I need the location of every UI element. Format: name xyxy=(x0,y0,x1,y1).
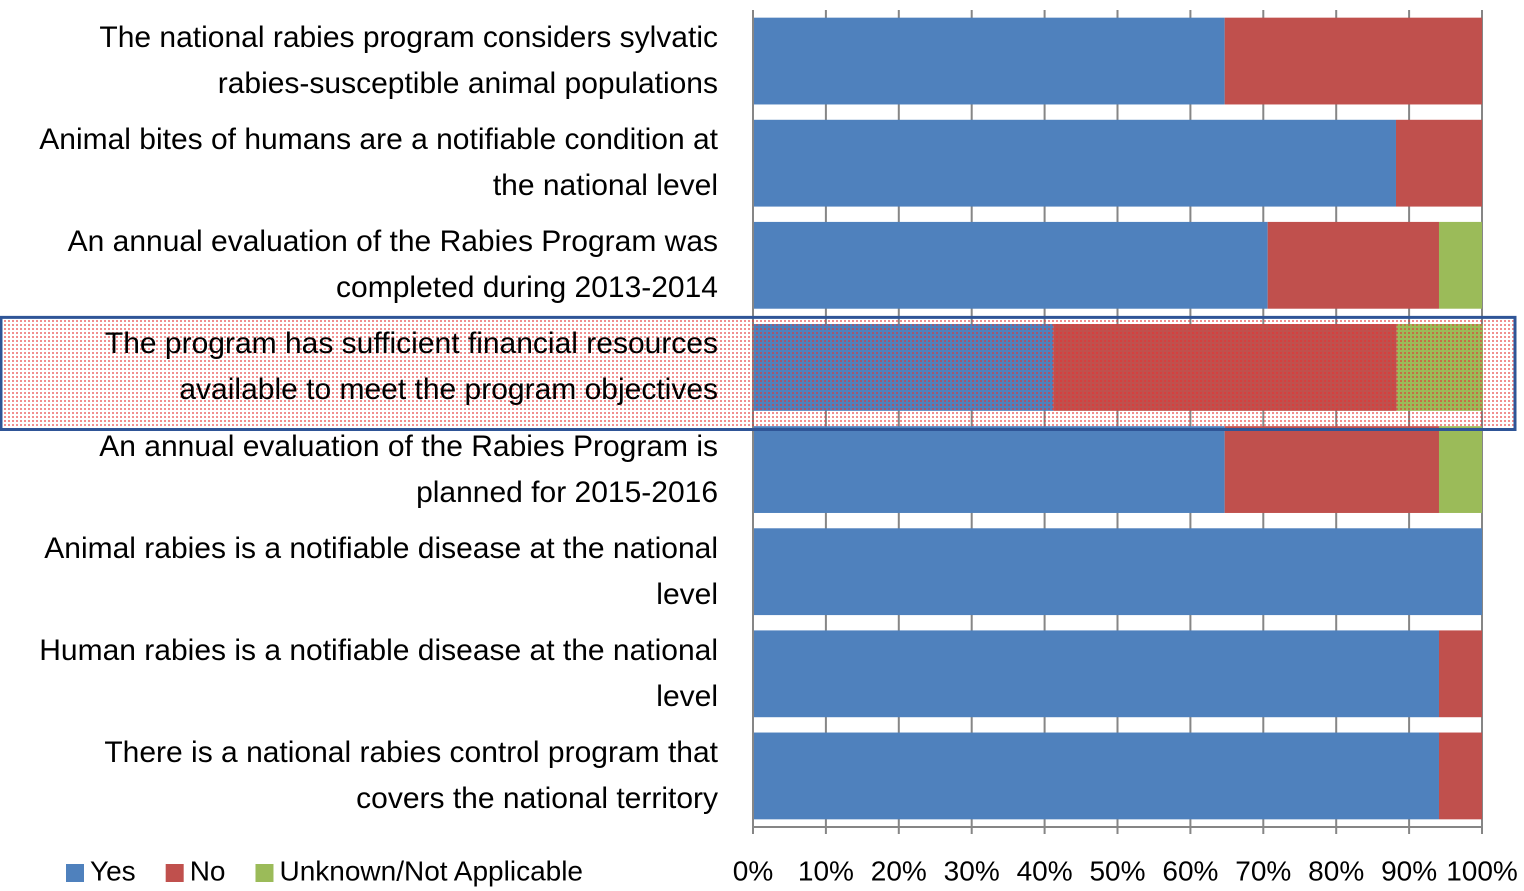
y-tick-label: An annual evaluation of the Rabies Progr… xyxy=(99,429,718,509)
bar-segment xyxy=(1438,221,1482,309)
bar-segment xyxy=(1224,17,1482,105)
bar-segment xyxy=(1438,732,1482,820)
x-tick-label: 30% xyxy=(944,855,1000,886)
axis: 0% 10% 20% 30% 40% 50% 60% 70% 80% 90% 100% xyxy=(733,10,1518,886)
x-tick-label: 20% xyxy=(871,855,927,886)
x-tick-label: 50% xyxy=(1089,855,1145,886)
x-tick-label: 70% xyxy=(1235,855,1291,886)
bar-segment xyxy=(753,119,1396,207)
x-tick-label: 10% xyxy=(798,855,854,886)
y-tick-label: Animal bites of humans are a notifiable … xyxy=(39,123,718,203)
y-tick-label: There is a national rabies control progr… xyxy=(104,735,718,815)
x-tick-label: 60% xyxy=(1162,855,1218,886)
x-tick-label: 90% xyxy=(1381,855,1437,886)
bar-segment xyxy=(753,732,1439,820)
bar-segment xyxy=(1224,426,1439,513)
bar-segment xyxy=(1438,426,1482,513)
y-tick-label: Animal rabies is a notifiable disease at… xyxy=(44,531,718,611)
y-tick-label: An annual evaluation of the Rabies Progr… xyxy=(67,225,718,305)
legend-swatch xyxy=(165,864,184,882)
highlight-box xyxy=(0,315,1517,431)
bar-segment xyxy=(1395,119,1482,207)
legend-swatch xyxy=(66,864,84,882)
bar-segment xyxy=(753,528,1482,616)
y-tick-label: The program has sufficient financial res… xyxy=(104,327,718,407)
x-tick-label: 40% xyxy=(1017,855,1073,886)
legend-label: Yes xyxy=(90,855,136,886)
bar-segment xyxy=(753,17,1225,105)
bar-segment xyxy=(1438,630,1482,718)
y-tick-label: Human rabies is a notifiable disease at … xyxy=(39,633,718,713)
x-tick-label: 80% xyxy=(1308,855,1364,886)
bar-segment xyxy=(753,426,1225,513)
bar-segment xyxy=(753,630,1439,718)
y-tick-label: The national rabies program considers sy… xyxy=(99,21,718,101)
legend-swatch xyxy=(255,864,274,882)
x-tick-label: 0% xyxy=(733,855,773,886)
x-tick-label: 100% xyxy=(1446,855,1518,886)
legend-label: No xyxy=(190,855,226,886)
bar-segment xyxy=(753,221,1268,309)
legend-label: Unknown/Not Applicable xyxy=(279,855,583,886)
bar-segment xyxy=(1267,221,1439,309)
